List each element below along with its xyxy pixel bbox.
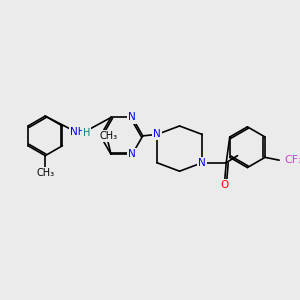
Text: N: N bbox=[198, 158, 206, 168]
Text: H: H bbox=[83, 128, 91, 138]
Text: CF₃: CF₃ bbox=[284, 155, 300, 165]
Text: N: N bbox=[153, 129, 161, 140]
Text: N: N bbox=[128, 112, 136, 122]
Text: CH₃: CH₃ bbox=[36, 168, 54, 178]
Text: NH: NH bbox=[70, 127, 86, 136]
Text: CH₃: CH₃ bbox=[100, 131, 118, 141]
Text: O: O bbox=[221, 180, 229, 190]
Text: N: N bbox=[128, 149, 136, 159]
